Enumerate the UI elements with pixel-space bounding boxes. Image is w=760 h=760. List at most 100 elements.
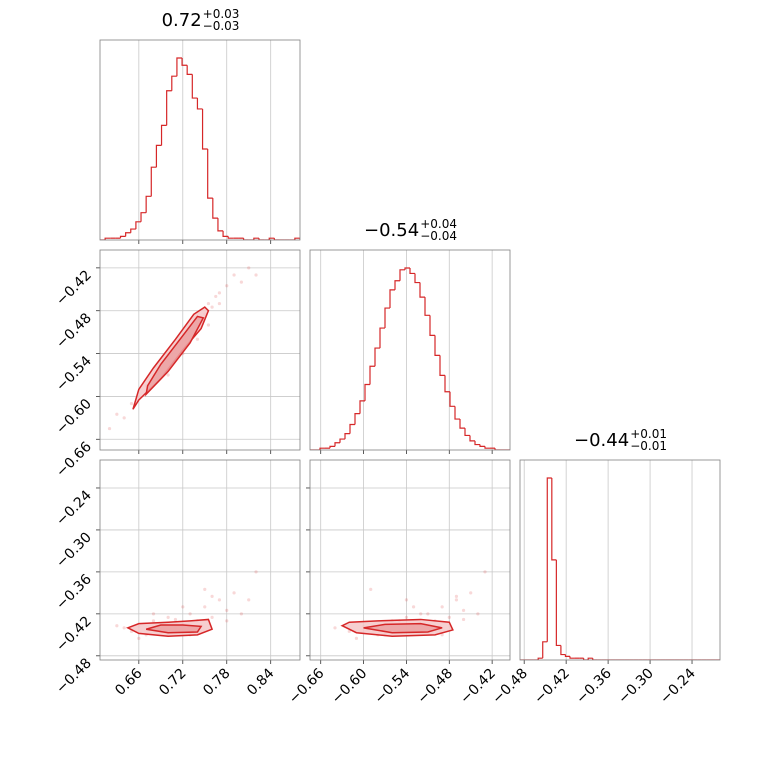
y-tick-label: −0.60 [53, 396, 95, 438]
panel-title-minus: −0.03 [203, 19, 240, 33]
histogram-step [494, 448, 500, 450]
panel-frame [309, 459, 511, 661]
scatter-point [225, 284, 229, 288]
scatter-point [137, 636, 141, 640]
scatter-point [461, 617, 466, 622]
scatter-point [440, 605, 444, 609]
histogram-step [150, 166, 157, 197]
histogram-step [419, 282, 425, 298]
scatter-point [254, 273, 258, 277]
x-tick-label: −0.24 [657, 665, 699, 707]
panel-frame [99, 249, 301, 451]
x-tick-label: 0.84 [244, 665, 277, 698]
histogram-step [125, 232, 131, 237]
histogram-step [181, 58, 188, 66]
scatter-point [129, 401, 134, 406]
scatter-point [151, 612, 156, 616]
scatter-point [254, 570, 258, 574]
scatter-point [203, 605, 207, 609]
scatter-point [404, 615, 409, 619]
x-tick-label: 0.66 [112, 665, 145, 698]
histogram-step [454, 406, 460, 420]
contour [145, 624, 203, 634]
histogram-step [354, 413, 360, 425]
x-tick-label: −0.36 [573, 665, 615, 707]
histogram-step [140, 212, 147, 222]
scatter-point [210, 615, 214, 619]
histogram-step [176, 57, 183, 77]
histogram-step [217, 218, 224, 232]
scatter-point [404, 598, 409, 602]
histogram-step [319, 447, 325, 450]
scatter-point [440, 633, 444, 637]
histogram-step [379, 327, 385, 349]
scatter-point [461, 608, 466, 612]
histogram-step [484, 446, 490, 449]
scatter-point [333, 626, 337, 630]
histogram-step [160, 124, 167, 146]
x-tick-label: 0.78 [200, 666, 233, 699]
histogram-step [339, 438, 345, 443]
y-tick-label: −0.48 [53, 655, 95, 697]
scatter-point [454, 594, 459, 598]
histogram-step [424, 297, 430, 316]
histogram-step [546, 477, 552, 642]
y-tick-label: −0.48 [53, 310, 95, 352]
histogram-step [349, 423, 355, 434]
scatter-point [151, 619, 156, 623]
histogram-step [374, 347, 380, 367]
scatter-point [122, 626, 126, 630]
panel-title-minus: −0.04 [420, 229, 457, 243]
histogram-step [555, 559, 561, 647]
histogram-step [359, 400, 365, 414]
histogram-step [222, 230, 229, 237]
scatter-point [181, 605, 185, 609]
histogram-step [449, 391, 455, 407]
panel-title: −0.44 [574, 430, 629, 451]
y-tick-label: −0.42 [53, 267, 95, 309]
histogram-step [429, 315, 435, 336]
histogram-step [242, 238, 249, 240]
panel [310, 460, 510, 660]
scatter-point [115, 412, 119, 416]
panel [100, 40, 300, 240]
scatter-point [369, 587, 373, 591]
scatter-point [122, 416, 126, 420]
scatter-point [247, 598, 251, 602]
panel-frame [99, 459, 301, 661]
scatter-point [419, 612, 423, 616]
scatter-point [239, 612, 243, 616]
histogram-step [439, 355, 445, 376]
histogram-step [268, 237, 275, 240]
histogram-step [464, 428, 470, 437]
histogram-step [560, 645, 566, 656]
y-tick-label: −0.54 [53, 353, 95, 395]
scatter-point [354, 636, 359, 640]
histogram-step [542, 641, 548, 659]
histogram-step [569, 656, 575, 659]
y-tick-label: −0.36 [53, 571, 95, 613]
scatter-point [247, 266, 251, 270]
scatter-point [195, 337, 200, 341]
histogram-step [551, 478, 557, 561]
panel-title-minus: −0.01 [630, 439, 667, 453]
histogram-step [135, 221, 142, 230]
contour [145, 315, 205, 397]
scatter-point [426, 612, 430, 616]
contour [363, 622, 443, 634]
histogram-step [201, 108, 208, 150]
x-tick-label: −0.48 [414, 666, 456, 708]
x-tick-label: −0.42 [457, 666, 499, 708]
scatter-point [107, 426, 112, 431]
panel-title-plus: +0.04 [420, 217, 457, 231]
scatter-point [483, 570, 487, 574]
histogram-step [186, 65, 193, 75]
scatter-point [232, 591, 236, 595]
scatter-point [206, 323, 211, 327]
x-tick-label: −0.54 [372, 665, 414, 707]
histogram-step [469, 435, 475, 442]
histogram-step [414, 273, 420, 284]
histogram-step [253, 237, 259, 240]
x-tick-label: −0.42 [531, 666, 573, 708]
